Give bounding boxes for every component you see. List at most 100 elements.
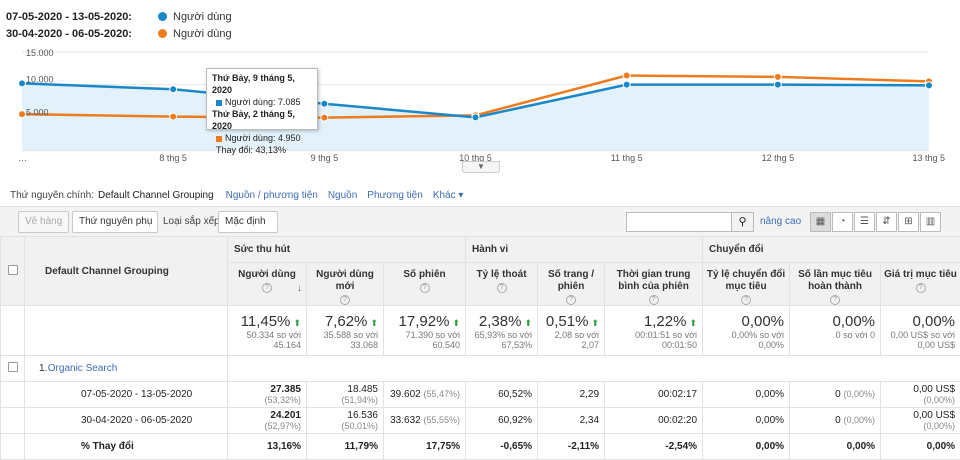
select-all-checkbox[interactable] (7, 264, 18, 275)
term-cloud-view-icon[interactable]: ⊞ (898, 212, 919, 232)
data-point[interactable] (622, 80, 631, 89)
total-cell: 1,22% ⬆ 00:01:51 so với 00:01:50 (604, 305, 704, 356)
chart-collapse-handle[interactable]: ▼ (462, 161, 500, 173)
metric-header[interactable]: Tỷ lệ chuyển đổi mục tiêu? (702, 262, 791, 306)
data-point[interactable] (622, 71, 631, 80)
cell-value: 11,79% (344, 441, 378, 452)
performance-view-icon[interactable]: ☰ (854, 212, 875, 232)
pie-view-icon[interactable]: ◔ (832, 212, 853, 232)
data-point[interactable] (320, 99, 329, 108)
help-icon[interactable]: ? (419, 283, 430, 293)
y-tick-label: 5.000 (26, 107, 49, 117)
data-point[interactable] (18, 79, 26, 88)
metric-header[interactable]: Số trang / phiên? (537, 262, 606, 306)
cell-value: 2,29 (579, 389, 600, 400)
help-icon[interactable]: ? (648, 295, 659, 305)
legend-entry-previous[interactable]: 30-04-2020 - 06-05-2020: Người dùng (6, 25, 266, 42)
x-tick-label: 9 thg 5 (311, 153, 339, 163)
table-search-box: ⚲ (626, 212, 754, 232)
help-icon[interactable]: ? (830, 295, 841, 305)
total-change: 0,00% (741, 313, 785, 330)
data-point[interactable] (320, 113, 329, 122)
cell-percent: (0,00%) (843, 415, 876, 425)
total-cell: 0,00% 0,00% so với 0,00% (702, 305, 791, 356)
dimension-link-source-medium[interactable]: Nguồn / phương tiện (225, 190, 318, 201)
search-button[interactable]: ⚲ (731, 213, 753, 231)
metric-header[interactable]: Thời gian trung bình của phiên? (604, 262, 704, 306)
total-compare: 50.334 so với (246, 330, 301, 340)
table-search-input[interactable] (627, 213, 731, 231)
metric-header[interactable]: Người dùng mới? (306, 262, 384, 306)
arrow-up-icon: ⬆ (370, 318, 378, 328)
dimension-link-medium[interactable]: Phương tiện (367, 190, 423, 201)
line-chart[interactable]: 15.000 10.000 5.000 … 8 thg 5 9 thg 5 10 thg … (0, 44, 960, 169)
table-toolbar: Vẽ hàng Thứ nguyên phụ ▼ Loại sắp xếp: M… (0, 206, 960, 246)
metric-header[interactable]: Số lần mục tiêu hoàn thành? (789, 262, 882, 306)
metric-header-label: Số lần mục tiêu hoàn thành (798, 269, 872, 292)
help-icon[interactable]: ? (496, 283, 507, 293)
total-compare: 71.390 so với (405, 330, 461, 340)
metric-header[interactable]: Người dùng? ↓ (227, 262, 307, 306)
legend-entry-current[interactable]: 07-05-2020 - 13-05-2020: Người dùng (6, 8, 266, 25)
arrow-up-icon: ⬆ (452, 318, 461, 328)
help-icon[interactable]: ? (915, 283, 926, 293)
help-icon[interactable]: ? (741, 295, 752, 305)
data-point[interactable] (773, 80, 782, 89)
cell-value: 27.385 (270, 383, 301, 395)
data-point[interactable] (18, 110, 26, 119)
table-cell: 2,29 (537, 381, 606, 408)
dimension-link-other[interactable]: Khác ▾ (432, 190, 464, 201)
metric-header-label: Số trang / phiên (547, 269, 595, 292)
metric-header[interactable]: Số phiên? (382, 262, 467, 306)
plot-rows-button[interactable]: Vẽ hàng (18, 211, 70, 233)
advanced-filter-link[interactable]: nâng cao (760, 216, 802, 227)
metric-header[interactable]: Giá trị mục tiêu? (880, 262, 960, 306)
pivot-view-icon[interactable]: ▥ (920, 212, 941, 232)
sort-descending-icon: ↓ (297, 283, 302, 294)
total-compare: 00:01:51 so với (635, 330, 698, 340)
table-cell: 0,00% (702, 381, 791, 408)
cell-percent: (52,97%) (264, 420, 301, 431)
table-cell: 0,00 US$ (0,00%) (880, 381, 960, 408)
table-cell: 0,00% (702, 433, 791, 460)
total-compare: 65,93% so với (474, 330, 533, 340)
total-compare-prev: 45.164 (273, 340, 301, 350)
legend-range: 07-05-2020 - 13-05-2020: (6, 10, 132, 23)
secondary-dimension-dropdown[interactable]: Thứ nguyên phụ ▼ (72, 211, 158, 246)
sort-type-dropdown[interactable]: Mặc định ▼ (218, 211, 278, 246)
group-header-behavior: Hành vi (465, 236, 704, 263)
arrow-up-icon: ⬆ (524, 318, 533, 328)
cell-value: 0,00% (755, 441, 785, 452)
data-point[interactable] (471, 113, 480, 122)
total-compare-prev: 67,53% (501, 340, 533, 350)
cell-value: 33.632 (390, 415, 421, 426)
secondary-dimension-label: Thứ nguyên phụ (79, 216, 153, 227)
legend-dot-icon (158, 29, 167, 38)
metric-header-label: Tỷ lệ chuyển đổi mục tiêu (706, 269, 786, 292)
comparison-view-icon[interactable]: ⇵ (876, 212, 897, 232)
tooltip-date-previous: Thứ Bảy, 2 tháng 5, 2020 (212, 109, 295, 131)
table-cell: 17,75% (382, 433, 467, 460)
help-icon[interactable]: ? (340, 295, 350, 305)
dimension-column-header[interactable]: Default Channel Grouping (24, 236, 228, 306)
cell-value: -2,54% (665, 441, 698, 452)
data-point[interactable] (169, 112, 178, 121)
total-compare: 2,08 so với (554, 330, 600, 340)
table-cell: 11,79% (306, 433, 384, 460)
total-compare: 0,00% so với 0,00% (731, 330, 785, 350)
metric-header[interactable]: Tỷ lệ thoát? (465, 262, 539, 306)
data-point[interactable] (773, 72, 782, 81)
cell-value: 0 (835, 389, 841, 400)
total-compare: 0,00 US$ so với (890, 330, 956, 340)
help-icon[interactable]: ? (566, 295, 577, 305)
x-tick-label: 8 thg 5 (159, 153, 187, 163)
total-cell: 0,51% ⬆ 2,08 so với 2,07 (537, 305, 606, 356)
table-view-icon[interactable]: ▦ (810, 212, 831, 232)
data-point[interactable] (169, 85, 178, 94)
dimension-link-source[interactable]: Nguồn (327, 190, 358, 201)
channel-link-organic-search[interactable]: Organic Search (47, 363, 118, 374)
row-checkbox[interactable] (7, 362, 18, 372)
table-cell: 0,00% (789, 433, 882, 460)
help-icon[interactable]: ? (262, 283, 272, 293)
data-point[interactable] (925, 81, 933, 90)
